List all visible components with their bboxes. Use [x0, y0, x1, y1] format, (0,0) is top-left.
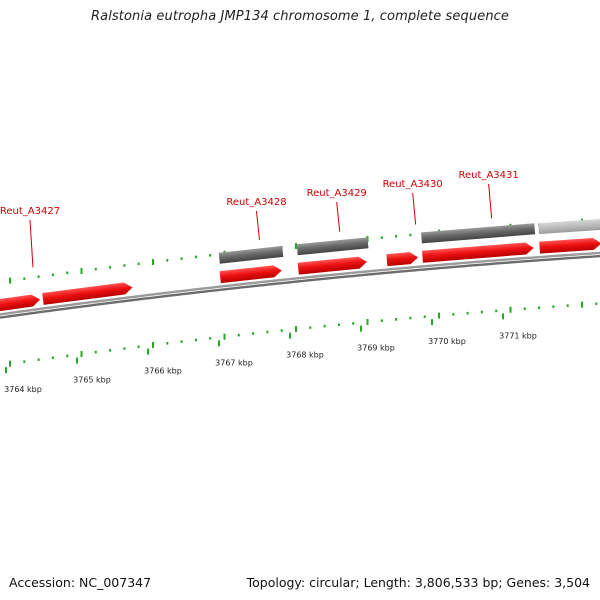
scale-layer: 3764 kbp 3765 kbp 3766 kbp 3767 kbp 3768 kbp…: [4, 313, 537, 394]
scale-label: 3769 kbp: [357, 344, 395, 353]
scale-label: 3766 kbp: [144, 367, 182, 376]
feature-block-grey-shape: [296, 237, 369, 256]
scale-mark: 3768 kbp: [286, 332, 324, 360]
topology-summary: Topology: circular; Length: 3,806,533 bp…: [246, 575, 590, 590]
gene-label-layer: Reut_A3427 Reut_A3428 Reut_A3429 Reut_A3430…: [0, 170, 519, 268]
cds-arrow-shape: [421, 242, 534, 263]
cds-arrow: [297, 256, 367, 275]
feature-track-cds: [0, 237, 600, 314]
gene-label-leader: [336, 201, 341, 232]
gene-label: Reut_A3431: [459, 170, 519, 181]
accession-text: Accession: NC_007347: [9, 575, 152, 590]
cds-arrow: [219, 265, 282, 284]
gene-label: Reut_A3429: [307, 188, 367, 199]
cds-arrow-shape: [42, 282, 133, 305]
gene-label: Reut_A3427: [0, 206, 60, 217]
gene-label-group: Reut_A3429: [307, 188, 367, 232]
map-title: Ralstonia eutropha JMP134 chromosome 1, …: [91, 9, 509, 24]
gene-label: Reut_A3430: [383, 179, 443, 190]
scale-label: 3765 kbp: [73, 376, 111, 385]
scale-mark: 3767 kbp: [215, 340, 253, 367]
cds-arrow-shape: [297, 256, 367, 275]
scale-label: 3771 kbp: [499, 331, 537, 340]
scale-mark: 3769 kbp: [357, 325, 395, 353]
feature-block-light-shape: [538, 218, 600, 235]
gene-label-leader: [29, 219, 34, 268]
scale-mark: 3765 kbp: [73, 357, 111, 385]
feature-block-light: [538, 218, 600, 235]
scale-mark: 3764 kbp: [4, 367, 42, 394]
genome-backbone: [0, 251, 600, 319]
feature-block-grey-shape: [218, 245, 284, 264]
cds-arrow: [386, 252, 419, 267]
scale-label: 3768 kbp: [286, 351, 324, 360]
cds-arrow: [0, 294, 41, 314]
scale-mark: 3766 kbp: [144, 348, 182, 376]
cds-arrow-shape: [219, 265, 282, 284]
gene-label-leader: [488, 183, 493, 219]
feature-block-grey: [218, 245, 284, 264]
cds-arrow: [421, 242, 534, 263]
cds-arrow: [539, 237, 600, 254]
gene-label-group: Reut_A3431: [459, 170, 519, 219]
feature-track-grey: [218, 218, 600, 264]
cds-arrow-shape: [0, 294, 41, 314]
scale-label: 3770 kbp: [428, 337, 466, 346]
gene-label-group: Reut_A3430: [383, 179, 443, 225]
gene-label-group: Reut_A3428: [226, 197, 287, 240]
backbone-line-inner: [0, 254, 600, 319]
feature-block-grey: [296, 237, 369, 256]
scale-mark: 3771 kbp: [499, 313, 537, 340]
cds-arrow: [42, 282, 133, 305]
feature-block-grey-shape: [421, 223, 536, 244]
cds-arrow-shape: [386, 252, 419, 267]
scale-mark: 3770 kbp: [428, 319, 466, 346]
scale-label: 3764 kbp: [4, 385, 42, 394]
feature-block-grey: [421, 223, 536, 244]
gc-ticks-bottom: [9, 301, 598, 367]
backbone-line-outer: [0, 251, 600, 316]
gene-label-leader: [255, 210, 260, 240]
gene-label: Reut_A3428: [226, 197, 286, 208]
gene-label-leader: [412, 192, 417, 225]
scale-label: 3767 kbp: [215, 358, 253, 367]
gene-label-group: Reut_A3427: [0, 206, 60, 268]
cds-arrow-shape: [539, 237, 600, 254]
